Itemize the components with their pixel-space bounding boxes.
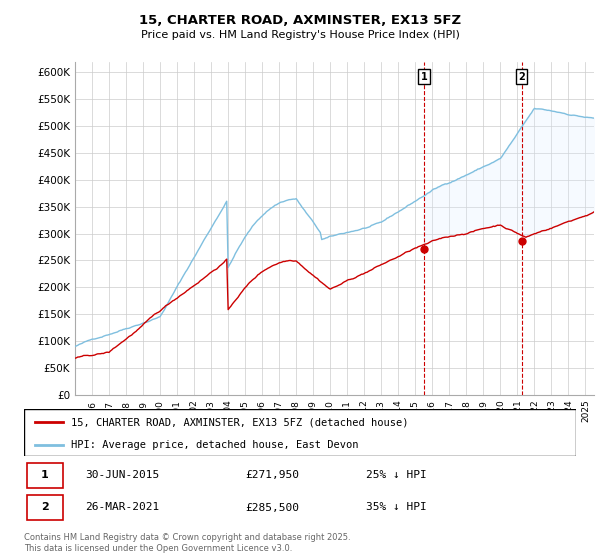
Text: 2: 2: [518, 72, 525, 82]
Text: 15, CHARTER ROAD, AXMINSTER, EX13 5FZ: 15, CHARTER ROAD, AXMINSTER, EX13 5FZ: [139, 14, 461, 27]
Text: Price paid vs. HM Land Registry's House Price Index (HPI): Price paid vs. HM Land Registry's House …: [140, 30, 460, 40]
Text: 2: 2: [41, 502, 49, 512]
Text: £271,950: £271,950: [245, 470, 299, 480]
Text: 15, CHARTER ROAD, AXMINSTER, EX13 5FZ (detached house): 15, CHARTER ROAD, AXMINSTER, EX13 5FZ (d…: [71, 417, 409, 427]
Bar: [27, 463, 62, 488]
Text: 25% ↓ HPI: 25% ↓ HPI: [366, 470, 427, 480]
Text: 35% ↓ HPI: 35% ↓ HPI: [366, 502, 427, 512]
Text: 26-MAR-2021: 26-MAR-2021: [85, 502, 159, 512]
Text: Contains HM Land Registry data © Crown copyright and database right 2025.
This d: Contains HM Land Registry data © Crown c…: [24, 533, 350, 553]
Bar: [27, 495, 62, 520]
Text: £285,500: £285,500: [245, 502, 299, 512]
Text: HPI: Average price, detached house, East Devon: HPI: Average price, detached house, East…: [71, 440, 358, 450]
Text: 1: 1: [421, 72, 427, 82]
Text: 1: 1: [41, 470, 49, 480]
Text: 30-JUN-2015: 30-JUN-2015: [85, 470, 159, 480]
